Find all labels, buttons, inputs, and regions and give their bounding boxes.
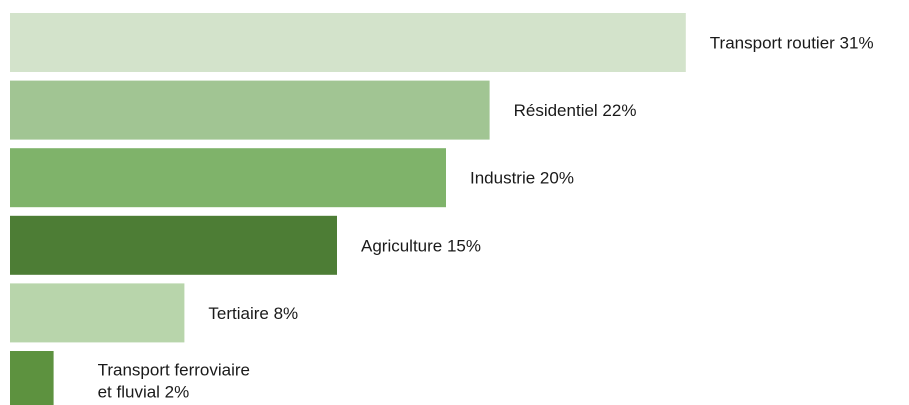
bar-label-3: Industrie 20% [470,169,574,188]
bar-5 [10,283,185,343]
bar-label-line: Transport ferroviaire [98,361,250,380]
bar-label-4: Agriculture 15% [361,236,481,255]
bar-label-line: Industrie 20% [470,169,574,188]
bar-label-6: Transport ferroviaire et fluvial 2% [98,361,250,402]
bar-label-5: Tertiaire 8% [208,304,298,323]
bar-6 [10,351,54,405]
bars-group [10,13,686,405]
bar-label-1: Transport routier 31% [710,34,874,53]
bar-3 [10,148,446,208]
bar-4 [10,215,337,275]
bar-label-2: Résidentiel 22% [514,101,637,120]
bar-1 [10,13,686,72]
bar-label-line: Agriculture 15% [361,236,481,255]
bar-label-line: Transport routier 31% [710,34,874,53]
bar-2 [10,80,490,140]
bar-label-line: et fluvial 2% [98,383,190,402]
bar-label-line: Tertiaire 8% [208,304,298,323]
bar-labels-group: Transport routier 31% Résidentiel 22% Indu… [98,34,874,402]
bar-label-line: Résidentiel 22% [514,101,637,120]
